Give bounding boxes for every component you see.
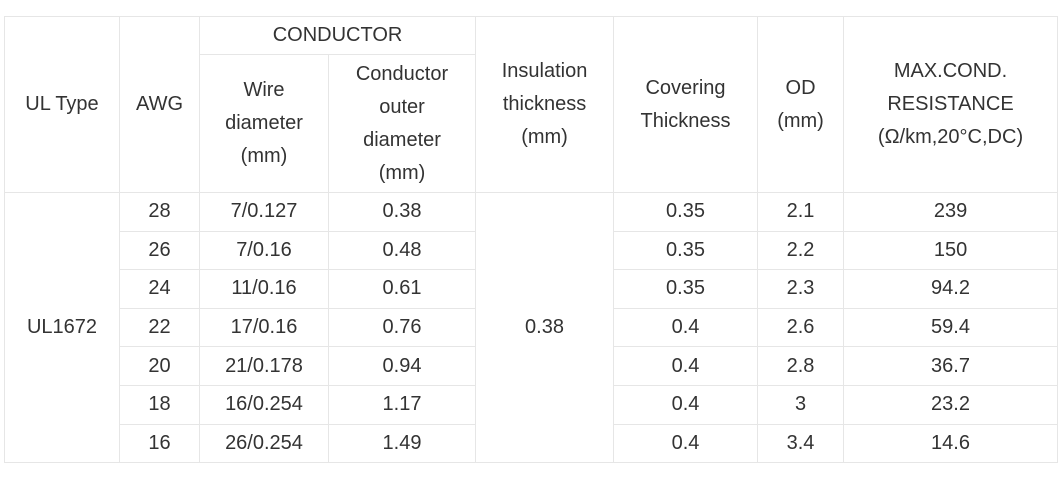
- cell-conductor-outer-diameter: 0.61: [327, 269, 477, 309]
- cell-covering-thickness: 0.4: [613, 384, 759, 425]
- header-conductor: CONDUCTOR: [198, 16, 477, 55]
- cell-conductor-outer-diameter: 1.17: [327, 384, 477, 425]
- table-row: 24 11/0.16 0.61 0.35 2.3 94.2: [5, 269, 1059, 309]
- table-row: 18 16/0.254 1.17 0.4 3 23.2: [5, 384, 1059, 425]
- table-row: UL1672 28 7/0.127 0.38 0.38 0.35 2.1 239: [4, 191, 1059, 464]
- header-conductor-outer-diameter: Conductor outer diameter (mm): [327, 54, 477, 193]
- cell-od: 2.2: [757, 230, 845, 271]
- cell-od: 2.6: [757, 307, 845, 348]
- cell-wire-diameter: 16/0.254: [199, 384, 329, 425]
- spec-table: UL Type AWG CONDUCTOR Insulation thickne…: [4, 16, 1059, 464]
- cell-conductor-outer-diameter: 0.48: [327, 230, 477, 271]
- table-body: UL1672 28 7/0.127 0.38 0.38 0.35 2.1 239…: [4, 191, 1059, 464]
- cell-awg: 24: [119, 269, 200, 309]
- cell-conductor-outer-diameter: 1.49: [327, 423, 477, 464]
- cell-awg: 22: [119, 307, 200, 348]
- spec-table-container: UL Type AWG CONDUCTOR Insulation thickne…: [4, 16, 1059, 464]
- cell-od: 3: [757, 384, 845, 425]
- header-max-cond-resistance: MAX.COND. RESISTANCE (Ω/km,20°C,DC): [843, 16, 1059, 193]
- cell-awg: 18: [119, 384, 200, 425]
- cell-conductor-outer-diameter: 0.94: [327, 346, 477, 386]
- cell-max-resistance: 59.4: [843, 307, 1059, 348]
- cell-awg: 28: [119, 192, 200, 232]
- cell-ul-type: UL1672: [4, 191, 120, 464]
- cell-covering-thickness: 0.4: [613, 346, 759, 386]
- table-row: 22 17/0.16 0.76 0.4 2.6 59.4: [5, 307, 1059, 348]
- header-covering-thickness: Covering Thickness: [613, 16, 759, 193]
- cell-max-resistance: 150: [843, 230, 1059, 271]
- cell-conductor-outer-diameter: 0.76: [327, 307, 477, 348]
- cell-max-resistance: 94.2: [843, 269, 1059, 309]
- table-header: UL Type AWG CONDUCTOR Insulation thickne…: [4, 16, 1059, 193]
- header-od: OD (mm): [757, 16, 845, 193]
- cell-covering-thickness: 0.35: [613, 269, 759, 309]
- cell-od: 2.3: [757, 269, 845, 309]
- cell-awg: 26: [119, 230, 200, 271]
- cell-wire-diameter: 26/0.254: [199, 423, 329, 464]
- cell-covering-thickness: 0.35: [613, 192, 759, 232]
- table-row: 26 7/0.16 0.48 0.35 2.2 150: [5, 230, 1059, 271]
- cell-wire-diameter: 7/0.127: [199, 192, 329, 232]
- header-wire-diameter: Wire diameter (mm): [199, 54, 329, 193]
- cell-awg: 20: [119, 346, 200, 386]
- cell-awg: 16: [119, 423, 200, 464]
- cell-od: 2.8: [757, 346, 845, 386]
- header-insulation-thickness: Insulation thickness (mm): [475, 16, 615, 193]
- header-ul-type: UL Type: [4, 16, 120, 193]
- cell-max-resistance: 239: [843, 192, 1059, 232]
- table-row: 16 26/0.254 1.49 0.4 3.4 14.6: [5, 423, 1059, 464]
- cell-max-resistance: 23.2: [843, 384, 1059, 425]
- cell-insulation-thickness: 0.38: [475, 191, 615, 464]
- cell-od: 2.1: [757, 192, 845, 232]
- cell-wire-diameter: 21/0.178: [199, 346, 329, 386]
- table-row: 20 21/0.178 0.94 0.4 2.8 36.7: [5, 346, 1059, 386]
- cell-covering-thickness: 0.4: [613, 307, 759, 348]
- cell-max-resistance: 36.7: [843, 346, 1059, 386]
- cell-wire-diameter: 7/0.16: [199, 230, 329, 271]
- cell-od: 3.4: [757, 423, 845, 464]
- cell-covering-thickness: 0.4: [613, 423, 759, 464]
- cell-conductor-outer-diameter: 0.38: [327, 192, 477, 232]
- cell-covering-thickness: 0.35: [613, 230, 759, 271]
- header-awg: AWG: [119, 16, 200, 193]
- cell-wire-diameter: 17/0.16: [199, 307, 329, 348]
- cell-max-resistance: 14.6: [843, 423, 1059, 464]
- cell-wire-diameter: 11/0.16: [199, 269, 329, 309]
